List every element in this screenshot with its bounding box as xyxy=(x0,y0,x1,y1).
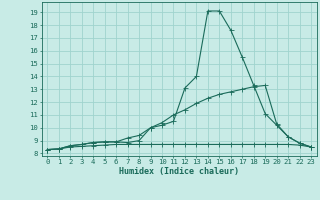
X-axis label: Humidex (Indice chaleur): Humidex (Indice chaleur) xyxy=(119,167,239,176)
